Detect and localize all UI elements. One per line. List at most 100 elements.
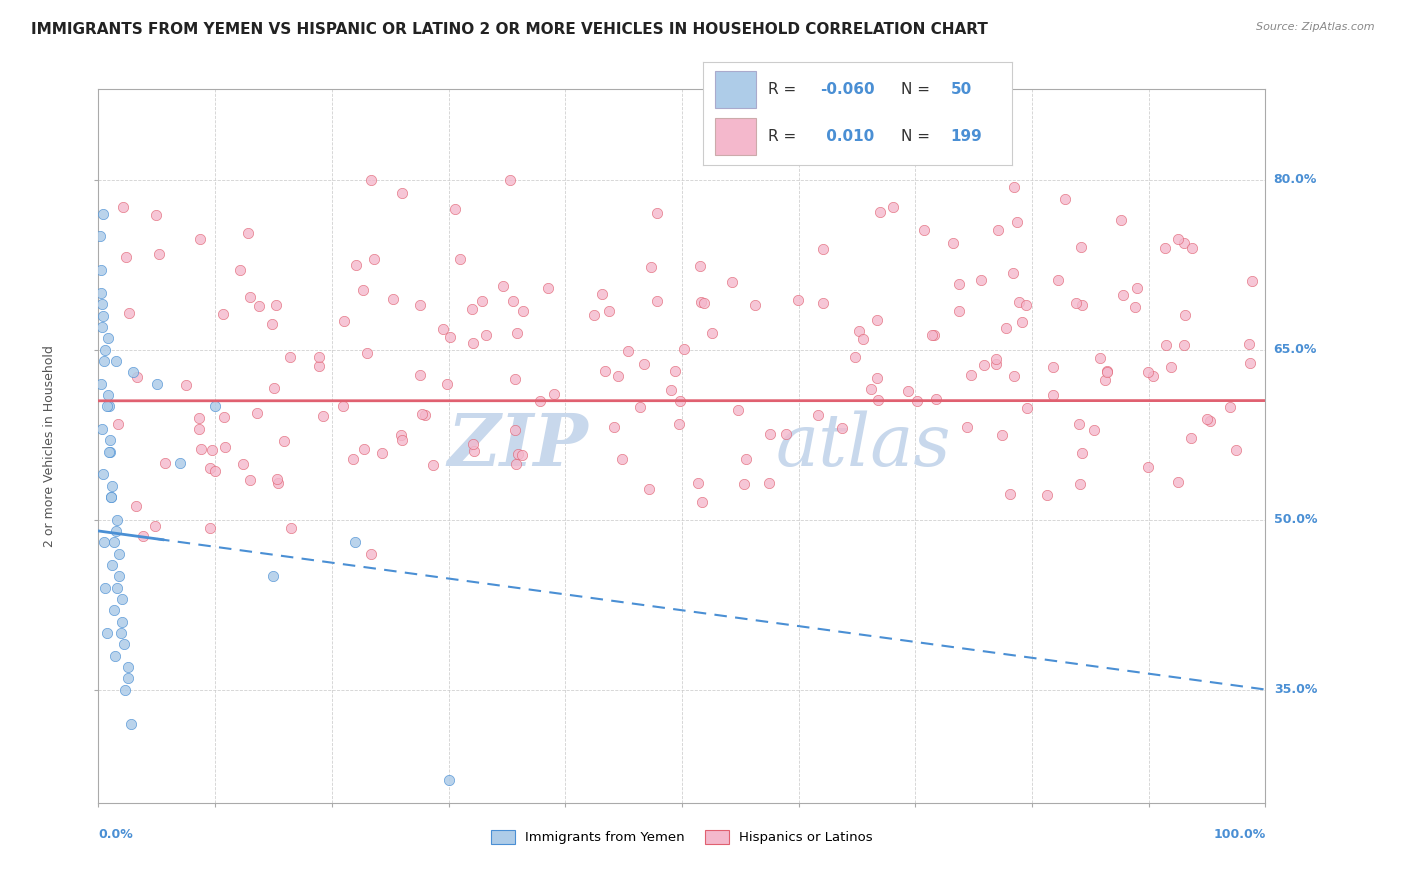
Text: R =: R =: [768, 81, 801, 96]
Point: [882, 201, 904, 215]
Point: [201, 443, 224, 458]
Point: [94, 343, 117, 357]
Point: [1154, 337, 1177, 351]
Point: [91, 467, 114, 482]
Point: [371, 445, 394, 459]
Point: [970, 273, 993, 287]
Point: [360, 173, 382, 187]
Point: [645, 206, 668, 220]
Point: [956, 419, 979, 434]
FancyBboxPatch shape: [716, 118, 755, 155]
Text: 0.010: 0.010: [821, 128, 873, 144]
Point: [145, 518, 167, 533]
Point: [105, 513, 128, 527]
Point: [1180, 431, 1202, 445]
Point: [93, 535, 115, 549]
Point: [1195, 412, 1218, 426]
Point: [311, 409, 333, 423]
Point: [1154, 241, 1177, 255]
Text: 50.0%: 50.0%: [1274, 513, 1317, 526]
Point: [153, 456, 176, 470]
Text: 80.0%: 80.0%: [1274, 173, 1317, 186]
Point: [103, 603, 125, 617]
Point: [1239, 337, 1261, 351]
Point: [960, 368, 983, 383]
Point: [356, 346, 378, 360]
Point: [91, 309, 114, 323]
Point: [471, 294, 494, 309]
Point: [1070, 298, 1092, 312]
Point: [112, 637, 135, 651]
Point: [813, 242, 835, 256]
Point: [811, 295, 834, 310]
Point: [499, 173, 522, 187]
Point: [669, 394, 692, 409]
Point: [266, 298, 288, 312]
Point: [98, 444, 121, 458]
Point: [860, 382, 883, 396]
Point: [212, 307, 235, 321]
Point: [436, 377, 458, 392]
Point: [432, 322, 454, 336]
Point: [146, 376, 169, 391]
Point: [1109, 212, 1132, 227]
Point: [188, 231, 211, 245]
Point: [266, 475, 288, 490]
Point: [131, 529, 153, 543]
Point: [229, 262, 252, 277]
Text: 35.0%: 35.0%: [1274, 683, 1317, 696]
Point: [1137, 459, 1160, 474]
Point: [995, 320, 1018, 334]
Point: [1088, 351, 1111, 366]
Point: [1011, 315, 1033, 329]
Point: [948, 303, 970, 318]
Point: [690, 495, 713, 509]
Point: [118, 306, 141, 320]
Point: [1067, 417, 1090, 431]
Point: [422, 458, 444, 472]
Point: [866, 371, 889, 385]
Point: [280, 521, 302, 535]
Point: [592, 287, 614, 301]
Point: [101, 558, 124, 572]
Point: [506, 446, 529, 460]
Point: [232, 458, 254, 472]
Point: [236, 226, 259, 240]
Point: [96, 626, 118, 640]
Point: [100, 490, 122, 504]
Point: [174, 378, 197, 392]
Point: [239, 473, 262, 487]
Point: [198, 521, 221, 535]
Point: [460, 301, 482, 316]
Point: [925, 392, 948, 406]
Point: [942, 235, 965, 250]
Point: [690, 294, 713, 309]
Point: [97, 388, 120, 402]
Point: [262, 569, 284, 583]
Point: [332, 399, 354, 413]
Point: [247, 299, 270, 313]
Point: [973, 359, 995, 373]
Text: N =: N =: [901, 128, 935, 144]
Point: [510, 448, 533, 462]
Point: [543, 387, 565, 401]
Point: [987, 223, 1010, 237]
Point: [342, 452, 364, 467]
Point: [91, 207, 114, 221]
Point: [733, 476, 755, 491]
Point: [1173, 338, 1195, 352]
Point: [1095, 363, 1118, 377]
Point: [735, 452, 758, 467]
Point: [188, 422, 211, 436]
Point: [633, 357, 655, 371]
Point: [1181, 241, 1204, 255]
Point: [463, 443, 485, 458]
Point: [97, 331, 120, 345]
Point: [852, 332, 875, 346]
Point: [1199, 413, 1222, 427]
Text: Source: ZipAtlas.com: Source: ZipAtlas.com: [1257, 22, 1375, 32]
Point: [628, 400, 651, 414]
Text: N =: N =: [901, 81, 935, 96]
Point: [204, 400, 226, 414]
Point: [1002, 266, 1025, 280]
